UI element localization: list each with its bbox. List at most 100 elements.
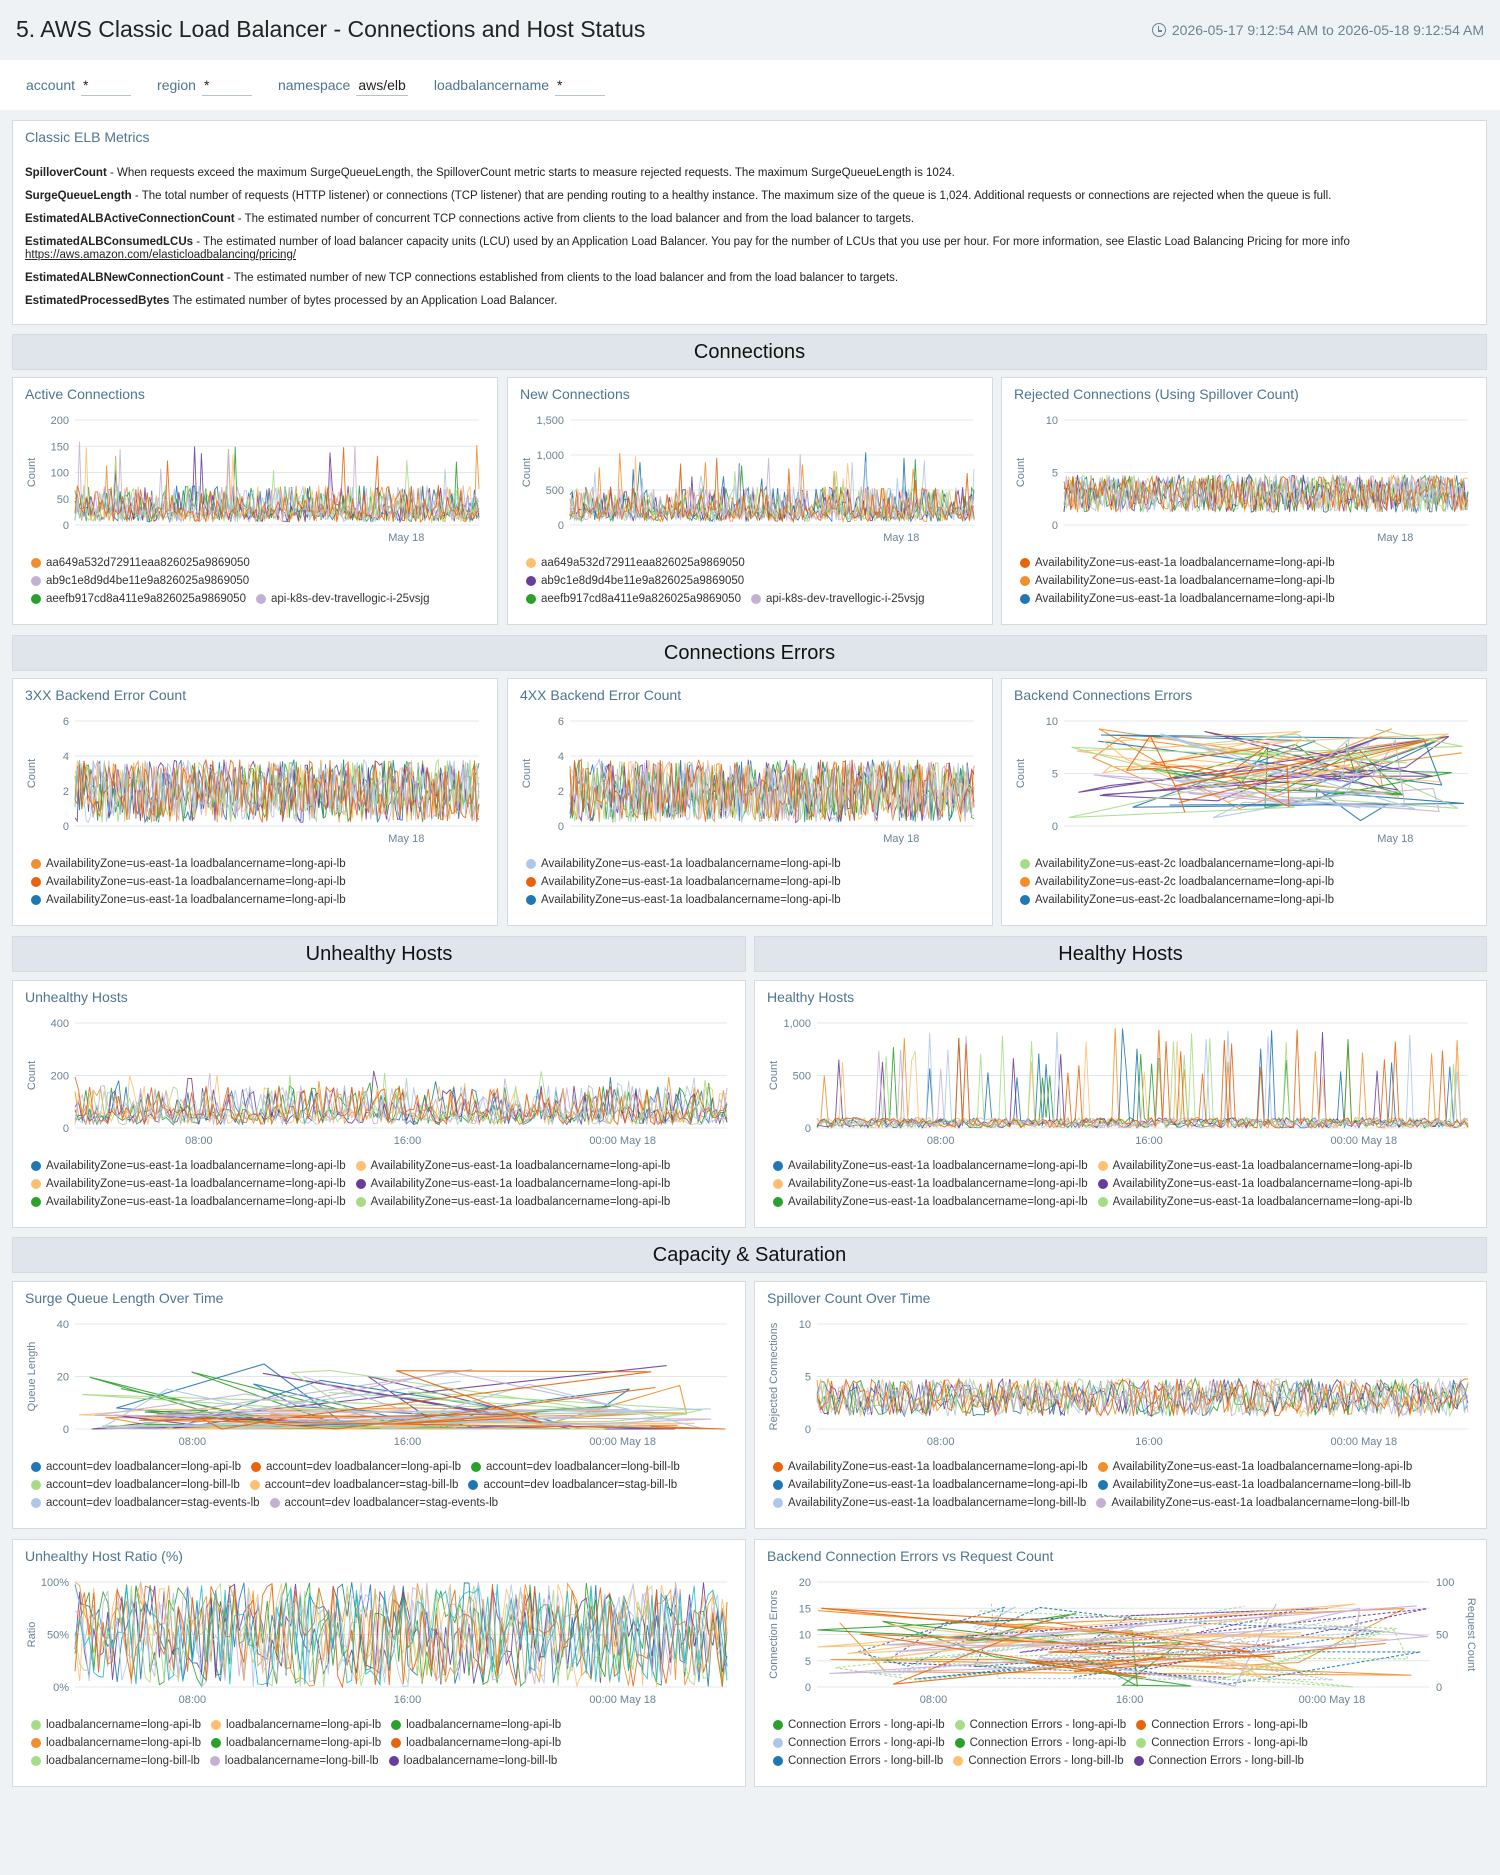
series-line[interactable] (1063, 473, 1469, 513)
legend-item[interactable]: Connection Errors - long-api-lb (954, 1735, 1126, 1750)
filter-account[interactable]: account * (26, 75, 132, 96)
legend-item[interactable]: loadbalancername=long-bill-lb (209, 1753, 379, 1768)
legend-item[interactable]: ab9c1e8d9d4be11e9a826025a9869050 (31, 573, 249, 588)
series-line[interactable] (1093, 738, 1440, 813)
series-line[interactable] (569, 757, 975, 823)
legend-item[interactable]: AvailabilityZone=us-east-1a loadbalancer… (1097, 1459, 1412, 1474)
legend-item[interactable]: AvailabilityZone=us-east-1a loadbalancer… (355, 1176, 670, 1191)
chart-svg[interactable]: Count 0 500 1,000 1,500 May 18 (508, 378, 992, 564)
legend-item[interactable]: aeefb917cd8a411e9a826025a9869050 (31, 591, 246, 606)
legend-item[interactable]: loadbalancername=long-api-lb (391, 1717, 561, 1732)
series-line[interactable] (82, 1369, 703, 1430)
chart-svg[interactable]: Count 0 50 100 150 200 May 18 (13, 378, 497, 564)
legend-item[interactable]: account=dev loadbalancer=long-bill-lb (31, 1477, 240, 1492)
chart-svg[interactable]: Count 0 5 10 May 18 (1002, 378, 1486, 564)
filter-value[interactable]: * (555, 75, 606, 96)
series-line[interactable] (138, 1370, 726, 1430)
legend-item[interactable]: AvailabilityZone=us-east-1a loadbalancer… (1020, 555, 1335, 570)
chart-svg[interactable]: Queue Length 0 20 40 08:00 16:00 00:00 May 18 (13, 1282, 745, 1468)
section-unhealthy-hosts[interactable]: Unhealthy Hosts (12, 936, 746, 972)
time-range-picker[interactable]: 2026-05-17 9:12:54 AM to 2026-05-18 9:12… (1151, 22, 1484, 38)
legend-item[interactable]: account=dev loadbalancer=long-bill-lb (471, 1459, 680, 1474)
legend-item[interactable]: loadbalancername=long-api-lb (211, 1735, 381, 1750)
filter-value[interactable]: * (81, 75, 132, 96)
series-line[interactable] (816, 1041, 1469, 1129)
series-line[interactable] (1063, 474, 1469, 513)
legend-item[interactable]: loadbalancername=long-api-lb (211, 1717, 381, 1732)
section-connections[interactable]: Connections (12, 334, 1487, 370)
section-capacity-saturation[interactable]: Capacity & Saturation (12, 1237, 1487, 1273)
series-line[interactable] (569, 457, 975, 523)
series-line[interactable] (835, 1610, 1409, 1688)
series-line[interactable] (94, 1368, 712, 1430)
series-line[interactable] (74, 1584, 728, 1687)
legend-item[interactable]: api-k8s-dev-travellogic-i-25vsjg (750, 591, 924, 606)
series-line[interactable] (74, 446, 480, 524)
legend-item[interactable]: AvailabilityZone=us-east-1a loadbalancer… (526, 874, 841, 889)
chart-svg[interactable]: Count 0 5 10 May 18 (1002, 679, 1486, 865)
legend-item[interactable]: Connection Errors - long-bill-lb (953, 1753, 1124, 1768)
series-line[interactable] (1068, 728, 1463, 819)
series-line[interactable] (1125, 734, 1429, 813)
series-line[interactable] (74, 1582, 728, 1689)
series-line[interactable] (816, 1378, 1469, 1417)
section-healthy-hosts[interactable]: Healthy Hosts (754, 936, 1487, 972)
legend-item[interactable]: AvailabilityZone=us-east-1a loadbalancer… (1097, 1194, 1412, 1209)
legend-item[interactable]: AvailabilityZone=us-east-2c loadbalancer… (1020, 874, 1334, 889)
legend-item[interactable]: loadbalancername=long-api-lb (31, 1735, 201, 1750)
legend-item[interactable]: loadbalancername=long-bill-lb (31, 1753, 200, 1768)
filter-loadbalancername[interactable]: loadbalancername * (434, 75, 606, 96)
legend-item[interactable]: aa649a532d72911eaa826025a9869050 (526, 555, 745, 570)
series-line[interactable] (1076, 730, 1449, 803)
legend-item[interactable]: AvailabilityZone=us-east-1a loadbalancer… (1097, 1176, 1412, 1191)
legend-item[interactable]: AvailabilityZone=us-east-1a loadbalancer… (773, 1158, 1088, 1173)
legend-item[interactable]: AvailabilityZone=us-east-1a loadbalancer… (31, 874, 346, 889)
legend-item[interactable]: AvailabilityZone=us-east-1a loadbalancer… (355, 1194, 670, 1209)
series-line[interactable] (74, 447, 480, 523)
legend-item[interactable]: AvailabilityZone=us-east-1a loadbalancer… (773, 1459, 1088, 1474)
legend-item[interactable]: AvailabilityZone=us-east-1a loadbalancer… (31, 1194, 346, 1209)
chart-svg[interactable]: Count 0 200 400 08:00 16:00 00:00 May 18 (13, 981, 745, 1167)
series-line[interactable] (1091, 728, 1462, 810)
series-line[interactable] (816, 1376, 1469, 1418)
legend-item[interactable]: AvailabilityZone=us-east-1a loadbalancer… (31, 892, 346, 907)
series-line[interactable] (569, 760, 975, 823)
legend-item[interactable]: AvailabilityZone=us-east-1a loadbalancer… (1020, 591, 1335, 606)
legend-item[interactable]: Connection Errors - long-api-lb (773, 1717, 945, 1732)
legend-item[interactable]: AvailabilityZone=us-east-1a loadbalancer… (526, 856, 841, 871)
series-line[interactable] (74, 758, 480, 823)
chart-svg[interactable]: Count 0 2 4 6 May 18 (13, 679, 497, 865)
series-line[interactable] (74, 1074, 728, 1126)
legend-item[interactable]: AvailabilityZone=us-east-1a loadbalancer… (31, 856, 346, 871)
legend-item[interactable]: Connection Errors - long-api-lb (773, 1735, 945, 1750)
filter-value[interactable]: aws/elb (356, 75, 408, 96)
series-line[interactable] (816, 1030, 1469, 1130)
legend-item[interactable]: AvailabilityZone=us-east-1a loadbalancer… (31, 1176, 346, 1191)
legend-item[interactable]: loadbalancername=long-bill-lb (388, 1753, 557, 1768)
legend-item[interactable]: AvailabilityZone=us-east-2c loadbalancer… (1020, 856, 1334, 871)
legend-item[interactable]: AvailabilityZone=us-east-1a loadbalancer… (773, 1194, 1088, 1209)
legend-item[interactable]: Connection Errors - long-bill-lb (773, 1753, 943, 1768)
chart-svg[interactable]: Ratio 0% 50% 100% 08:00 16:00 00:00 May 18 (13, 1540, 745, 1726)
chart-svg[interactable]: Count 0 2 4 6 May 18 (508, 679, 992, 865)
series-line[interactable] (99, 1380, 711, 1430)
legend-item[interactable]: account=dev loadbalancer=stag-events-lb (31, 1495, 260, 1510)
series-line[interactable] (74, 1076, 728, 1126)
legend-item[interactable]: AvailabilityZone=us-east-1a loadbalancer… (1096, 1495, 1410, 1510)
legend-item[interactable]: api-k8s-dev-travellogic-i-25vsjg (255, 591, 429, 606)
legend-item[interactable]: AvailabilityZone=us-east-1a loadbalancer… (773, 1495, 1086, 1510)
legend-item[interactable]: AvailabilityZone=us-east-1a loadbalancer… (526, 892, 841, 907)
legend-item[interactable]: AvailabilityZone=us-east-2c loadbalancer… (1020, 892, 1334, 907)
filter-value[interactable]: * (201, 75, 252, 96)
legend-item[interactable]: AvailabilityZone=us-east-1a loadbalancer… (773, 1176, 1088, 1191)
legend-item[interactable]: account=dev loadbalancer=long-api-lb (251, 1459, 461, 1474)
legend-item[interactable]: loadbalancername=long-api-lb (31, 1717, 201, 1732)
legend-item[interactable]: account=dev loadbalancer=stag-bill-lb (468, 1477, 677, 1492)
series-line[interactable] (74, 1077, 728, 1126)
series-line[interactable] (74, 1071, 728, 1127)
legend-item[interactable]: AvailabilityZone=us-east-1a loadbalancer… (1020, 573, 1335, 588)
series-line[interactable] (816, 1029, 1469, 1129)
series-line[interactable] (74, 1580, 728, 1685)
chart-svg[interactable]: Connection Errors Request Count 0 5 10 15 20 0 5… (755, 1540, 1486, 1726)
series-line[interactable] (74, 758, 480, 823)
